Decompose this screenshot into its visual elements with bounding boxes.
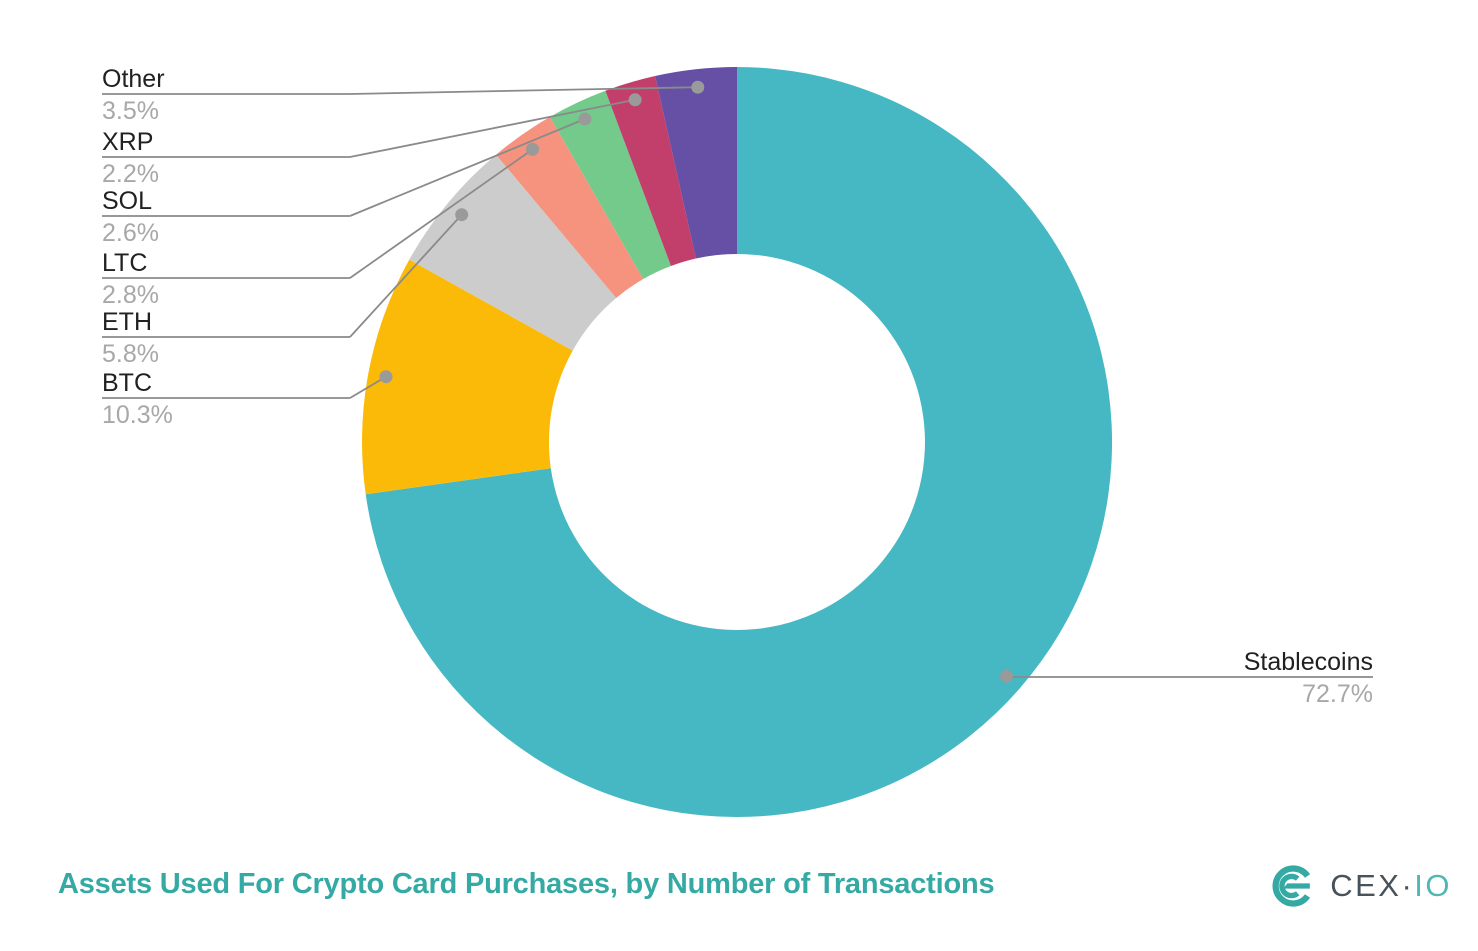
label-pct-xrp: 2.2%: [102, 160, 159, 188]
label-name-sol: SOL: [102, 187, 152, 215]
cexio-logo-text: CEX·IO: [1330, 868, 1452, 904]
leader-line-xrp: [349, 98, 636, 158]
label-pct-sol: 2.6%: [102, 219, 159, 247]
slice-ltc: [496, 116, 644, 299]
label-name-xrp: XRP: [102, 128, 153, 156]
leader-dot-sol: [578, 112, 592, 126]
cexio-logo-mark: [1272, 865, 1311, 907]
leader-dot-btc: [379, 370, 393, 384]
label-pct-eth: 5.8%: [102, 340, 159, 368]
label-pct-ltc: 2.8%: [102, 281, 159, 309]
label-name-ltc: LTC: [102, 249, 147, 277]
label-pct-stablecoins: 72.7%: [1302, 680, 1373, 708]
leader-line-other: [349, 86, 698, 95]
label-pct-other: 3.5%: [102, 97, 159, 125]
leader-dot-eth: [455, 208, 469, 222]
label-name-other: Other: [102, 65, 165, 93]
chart-title: Assets Used For Crypto Card Purchases, b…: [58, 868, 995, 900]
leader-dot-xrp: [628, 93, 642, 107]
slice-sol: [550, 90, 671, 279]
leader-dot-ltc: [526, 142, 539, 156]
slice-stablecoins: [365, 67, 1113, 817]
leader-dot-stablecoins: [1000, 669, 1013, 683]
leader-line-ltc: [349, 148, 534, 279]
label-name-btc: BTC: [102, 369, 152, 397]
logo-text-separator-dot: ·: [1401, 868, 1415, 903]
label-name-eth: ETH: [102, 308, 152, 336]
slice-btc: [362, 259, 573, 495]
label-name-stablecoins: Stablecoins: [1244, 648, 1373, 676]
slice-xrp: [605, 76, 696, 266]
cexio-logo: CEX·IO: [1269, 859, 1452, 913]
leader-line-sol: [349, 118, 586, 217]
leader-dot-other: [691, 80, 705, 94]
slice-eth: [409, 154, 617, 351]
leader-line-btc: [349, 375, 387, 399]
logo-text-cex: CEX: [1330, 868, 1402, 903]
logo-text-io: IO: [1414, 868, 1452, 903]
label-pct-btc: 10.3%: [102, 401, 173, 429]
slice-other: [655, 66, 737, 259]
leader-line-eth: [349, 214, 463, 338]
